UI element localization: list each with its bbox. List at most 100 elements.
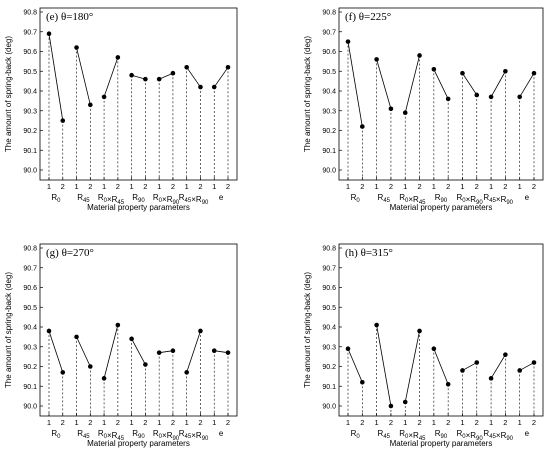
data-point	[74, 45, 79, 50]
level-label: 2	[143, 418, 147, 427]
data-point	[503, 68, 508, 74]
category-label: R0	[51, 429, 61, 440]
chart-panel: 90.0 90.1 90.2 90.3 90.4 90.5 90.6 90.7 90.8 The …	[303, 7, 544, 212]
level-label: 1	[460, 182, 464, 191]
data-point	[60, 370, 66, 375]
y-axis-label: The amount of spring-back (deg)	[303, 36, 312, 152]
series-segment	[103, 57, 119, 98]
y-tick-label: 90.5	[23, 305, 37, 312]
series-segment	[103, 324, 119, 379]
y-tick-label: 90.6	[23, 49, 37, 56]
level-label: 2	[446, 418, 450, 427]
data-point	[445, 381, 451, 387]
level-label: 2	[503, 418, 507, 427]
y-tick-label: 90.1	[322, 148, 336, 155]
level-label: 2	[116, 182, 120, 191]
category-label: R90	[132, 429, 145, 440]
y-tick-label: 90.4	[23, 325, 37, 332]
data-point	[198, 328, 203, 334]
category-label: R0×R90	[153, 429, 180, 442]
y-tick-label: 90.7	[23, 29, 37, 36]
category-label: e	[525, 429, 530, 438]
series-segment	[404, 55, 420, 113]
level-label: 2	[226, 418, 230, 427]
series-segment	[186, 67, 201, 88]
data-point	[374, 322, 379, 328]
x-axis-label: Material property parameters	[87, 439, 190, 448]
y-tick-label: 90.4	[322, 89, 336, 96]
series-segment	[214, 350, 229, 354]
level-label: 1	[489, 182, 493, 191]
series-segment	[376, 324, 392, 407]
data-point	[531, 360, 537, 365]
data-point	[417, 328, 422, 334]
category-label: R0×R45	[98, 429, 125, 442]
level-label: 1	[102, 182, 106, 191]
y-tick-label: 90.5	[23, 69, 37, 76]
category-label: R90	[435, 429, 448, 440]
y-tick-label: 90.3	[322, 108, 336, 115]
level-label: 1	[47, 418, 51, 427]
level-label: 1	[346, 418, 350, 427]
y-tick-label: 90.1	[23, 384, 37, 391]
data-point	[431, 66, 437, 72]
y-tick-label: 90.8	[322, 10, 336, 17]
level-label: 1	[130, 182, 134, 191]
series-segment	[433, 69, 449, 100]
data-point	[531, 70, 537, 76]
level-label: 2	[226, 182, 230, 191]
plot-frame	[39, 7, 238, 181]
level-label: 1	[518, 418, 522, 427]
data-point	[156, 350, 162, 355]
series-segment	[490, 354, 506, 379]
plot-frame	[338, 243, 544, 417]
series-segment	[519, 362, 535, 371]
data-point	[445, 96, 451, 102]
y-tick-label: 90.4	[23, 89, 37, 96]
level-label: 1	[185, 182, 189, 191]
level-label: 2	[475, 182, 479, 191]
level-label: 1	[47, 182, 51, 191]
data-point	[345, 346, 351, 352]
category-label: R0	[351, 193, 361, 204]
series-segment	[131, 338, 146, 365]
data-point	[184, 370, 189, 375]
level-label: 2	[61, 182, 65, 191]
series-segment	[519, 73, 535, 98]
series-segment	[48, 33, 64, 121]
level-label: 2	[116, 418, 120, 427]
level-label: 2	[360, 418, 364, 427]
category-label: R90	[435, 193, 448, 204]
data-point	[517, 368, 522, 373]
y-tick-label: 90.0	[23, 404, 37, 411]
category-label: R45×R90	[483, 429, 513, 442]
y-tick-label: 90.0	[322, 404, 336, 411]
category-label: e	[219, 193, 224, 202]
data-point	[474, 360, 480, 365]
level-label: 2	[446, 182, 450, 191]
level-label: 1	[403, 418, 407, 427]
x-axis-label: Material property parameters	[87, 203, 190, 212]
data-point	[198, 84, 203, 90]
data-point	[360, 124, 365, 129]
level-label: 2	[198, 418, 202, 427]
y-tick-label: 90.8	[322, 246, 336, 253]
level-label: 2	[417, 182, 421, 191]
plot-frame	[338, 7, 544, 181]
panel-title: (f) θ=225°	[345, 11, 391, 23]
category-label: R0×R90	[456, 193, 483, 206]
category-label: e	[219, 429, 224, 438]
data-point	[143, 362, 148, 367]
panel-title: (g) θ=270°	[46, 247, 94, 259]
category-label: R0×R90	[153, 193, 180, 206]
level-label: 2	[171, 182, 175, 191]
category-label: R45×R90	[483, 193, 513, 206]
data-point	[517, 94, 522, 100]
level-label: 1	[185, 418, 189, 427]
data-point	[88, 102, 93, 108]
level-label: 2	[198, 182, 202, 191]
level-label: 2	[475, 418, 479, 427]
y-axis-label: The amount of spring-back (deg)	[4, 272, 13, 388]
series-segment	[490, 71, 506, 98]
data-point	[488, 94, 494, 100]
